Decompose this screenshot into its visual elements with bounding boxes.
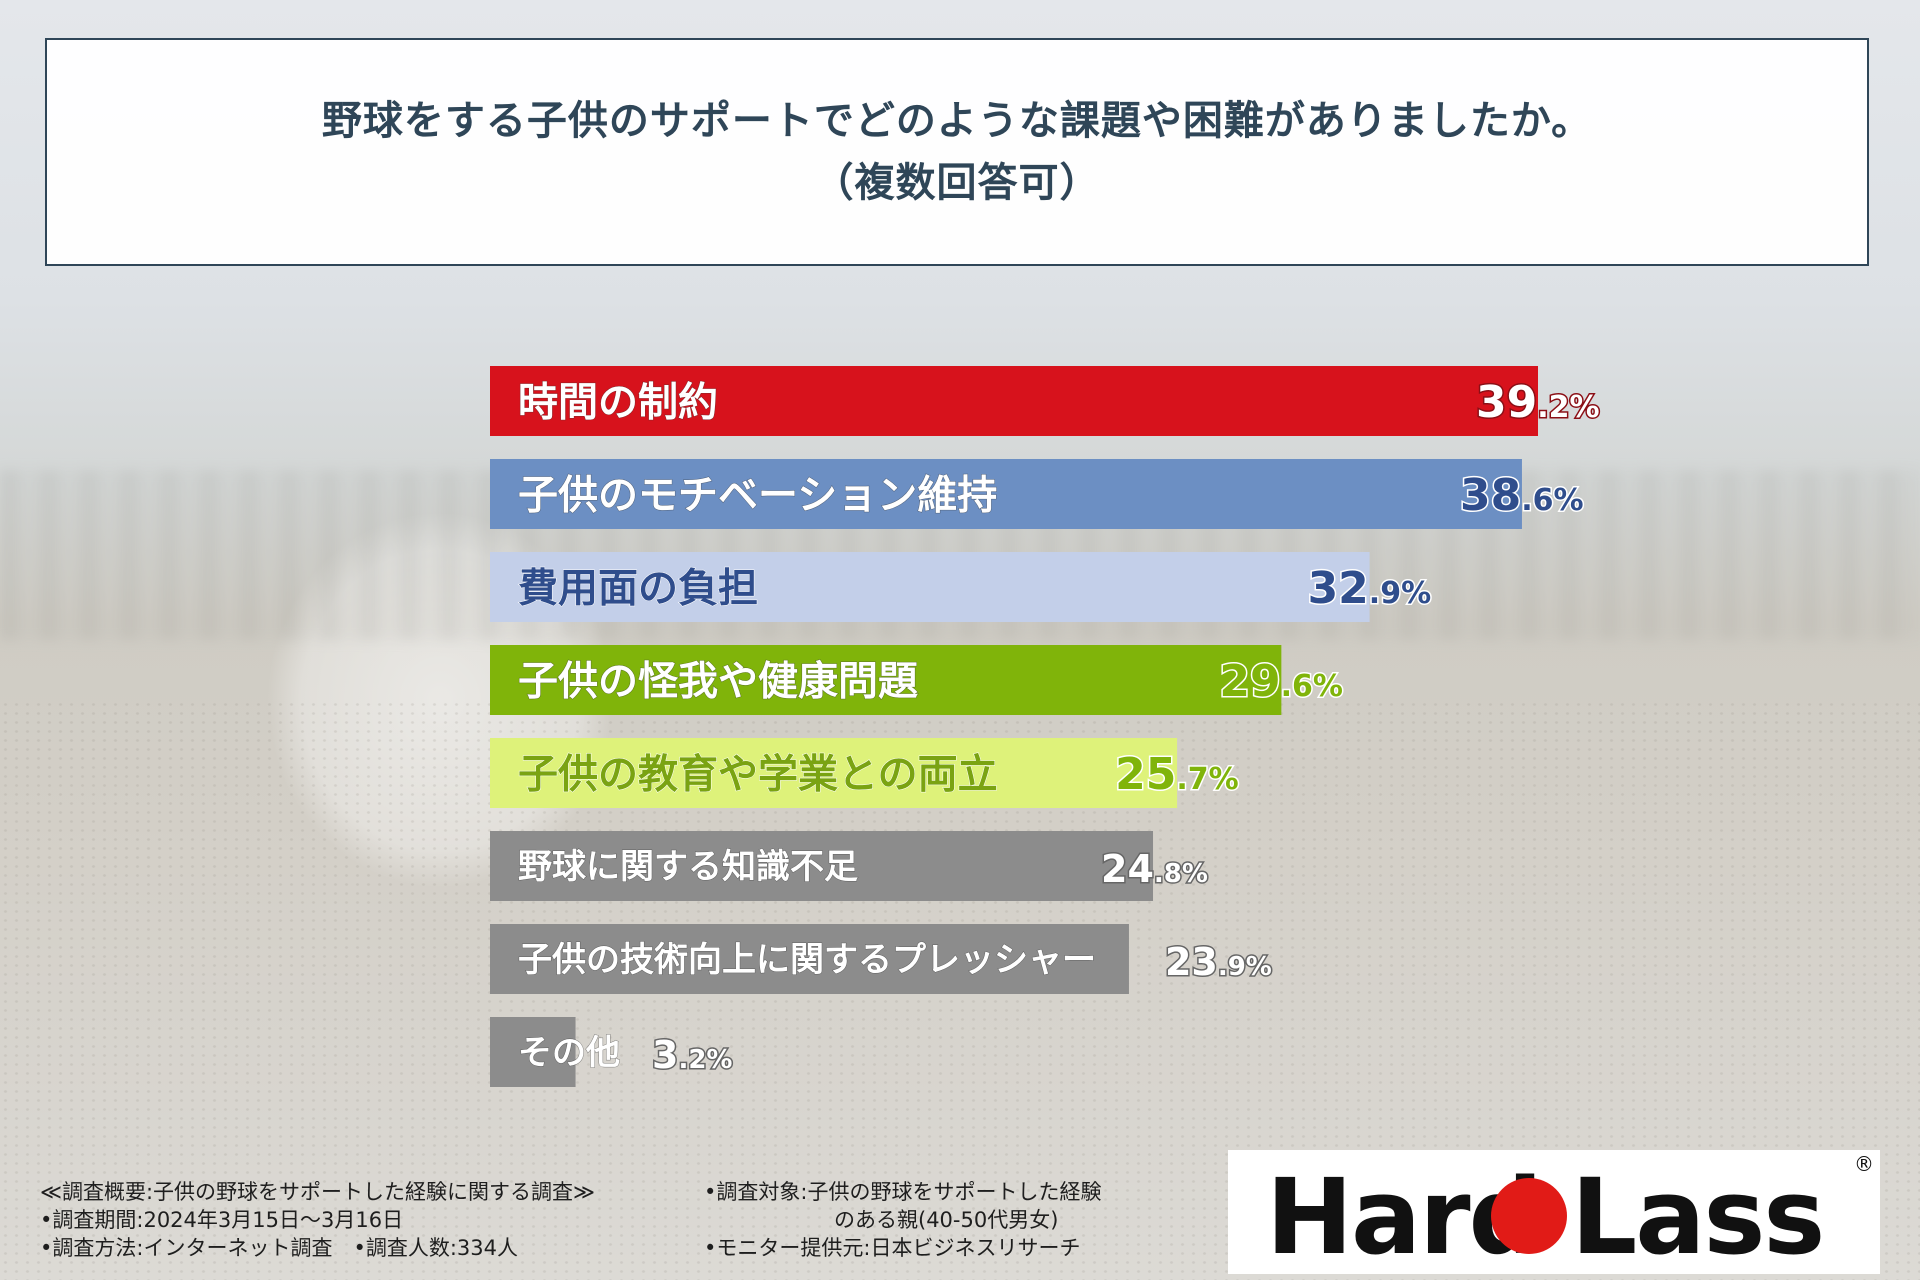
value-label-6: 23.9% — [1165, 940, 1272, 984]
bar-2 — [490, 552, 1370, 622]
value-label-4: 25.7% — [1115, 749, 1239, 800]
bar-0 — [490, 366, 1538, 436]
bar-label-4: 子供の教育や学業との両立 — [518, 751, 998, 797]
bar-label-1: 子供のモチベーション維持 — [518, 472, 997, 518]
survey-target-cont: のある親(40-50代男女) — [834, 1208, 1059, 1232]
value-label-1: 38.6% — [1460, 470, 1584, 521]
value-label-5: 24.8% — [1101, 847, 1208, 891]
hardolass-logo: Hard Lass ® — [1228, 1150, 1880, 1278]
bar-label-5: 野球に関する知識不足 — [518, 847, 858, 887]
survey-info-left: ≪調査概要:子供の野球をサポートした経験に関する調査≫ •調査期間:2024年3… — [40, 1178, 595, 1262]
bar-label-7: その他 — [518, 1033, 620, 1073]
survey-provider: •モニター提供元:日本ビジネスリサーチ — [704, 1236, 1081, 1260]
survey-target: •調査対象:子供の野球をサポートした経験 — [704, 1180, 1102, 1204]
survey-info-right: •調査対象:子供の野球をサポートした経験 のある親(40-50代男女) •モニタ… — [704, 1178, 1101, 1262]
bar-3 — [490, 645, 1282, 715]
bar-label-2: 費用面の負担 — [518, 565, 758, 611]
value-label-2: 32.9% — [1308, 563, 1432, 614]
value-label-7: 3.2% — [652, 1033, 732, 1077]
bar-6 — [490, 924, 1129, 994]
survey-period: •調査期間:2024年3月15日〜3月16日 — [40, 1208, 404, 1232]
logo-red-circle-icon — [1491, 1178, 1820, 1254]
registered-mark: ® — [1854, 1152, 1874, 1176]
survey-name: ≪調査概要:子供の野球をサポートした経験に関する調査≫ — [40, 1180, 596, 1204]
bar-label-6: 子供の技術向上に関するプレッシャー — [518, 940, 1096, 980]
value-label-0: 39.2% — [1476, 377, 1600, 428]
logo-text-lass: Lass — [1571, 1156, 1825, 1278]
bar-7 — [490, 1017, 576, 1087]
bar-label-0: 時間の制約 — [518, 379, 718, 425]
survey-method-count: •調査方法:インターネット調査 •調査人数:334人 — [40, 1236, 519, 1260]
title-box: 野球をする子供のサポートでどのような課題や困難がありましたか。 （複数回答可） — [45, 38, 1869, 266]
bar-4 — [490, 738, 1178, 808]
bar-5 — [490, 831, 1154, 901]
bar-1 — [490, 459, 1522, 529]
value-label-3: 29.6% — [1219, 656, 1343, 707]
chart-title: 野球をする子供のサポートでどのような課題や困難がありましたか。 — [321, 98, 1593, 144]
bar-chart: 時間の制約 39.2% 子供のモチベーション維持 38.6% 費用面の負担 32.9% 子供… — [490, 366, 1601, 1087]
chart-subtitle: （複数回答可） — [813, 160, 1101, 206]
bar-label-3: 子供の怪我や健康問題 — [518, 658, 918, 704]
